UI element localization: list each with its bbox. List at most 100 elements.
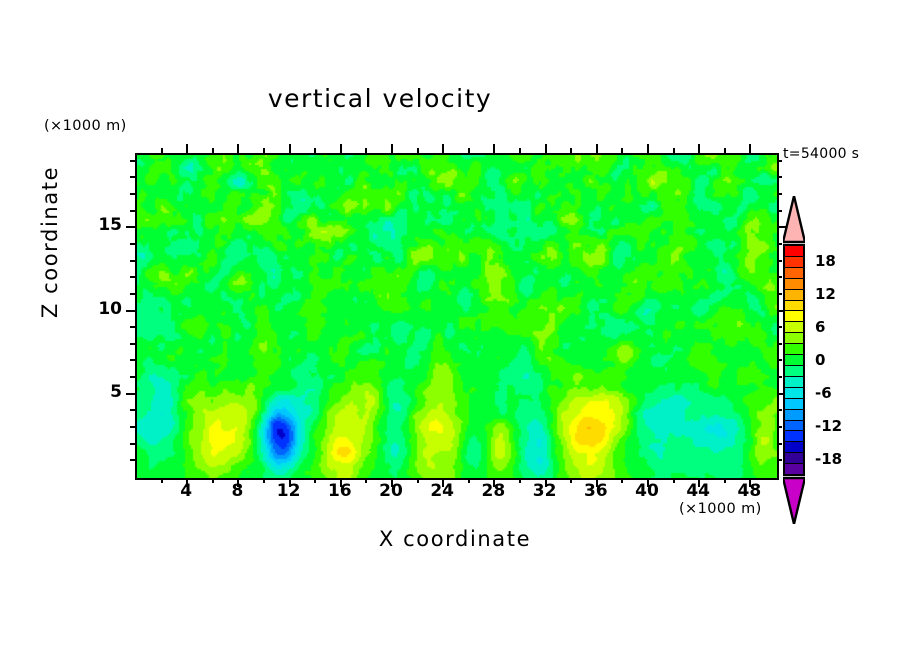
y-tick-label: 15 [98,215,122,236]
x-tick-top [749,144,752,153]
x-tick-label: 24 [430,481,455,501]
x-tick-top [544,144,547,153]
colorbar-band [785,464,803,475]
x-tick-minor [467,478,470,483]
y-tick-minor [130,442,135,445]
y-tick-minor [130,192,135,195]
x-tick-label: 48 [737,481,762,501]
colorbar-tick-label: 12 [815,284,836,303]
x-tick-label: 4 [180,481,193,501]
colorbar-band [785,431,803,443]
x-tick-top [365,148,368,153]
x-tick-top [237,144,240,153]
y-tick-right [777,309,786,312]
x-tick-minor [416,478,419,483]
x-tick-major [186,478,189,487]
x-tick-major [391,478,393,487]
y-axis-title: Z coordinate [38,165,62,319]
y-tick-right [777,359,782,362]
colorbar-tick-label: -6 [815,384,832,403]
y-tick-minor [130,326,135,329]
x-tick-top [186,144,189,153]
x-tick-label: 8 [231,481,244,501]
x-tick-label: 44 [686,481,711,501]
x-tick-label: 36 [583,481,608,501]
y-tick-right [777,392,786,395]
x-tick-top [416,148,419,153]
x-tick-minor [672,478,675,483]
y-tick-minor [130,426,135,429]
x-axis-unit-label: (×1000 m) [679,501,762,517]
x-tick-top [698,144,701,153]
colorbar-band [785,344,803,356]
y-tick-right [777,176,782,179]
x-tick-top [570,148,573,153]
y-tick-right [777,259,782,262]
colorbar-tick-label: 6 [815,317,826,336]
y-tick-label: 10 [98,298,122,319]
y-tick-major [126,309,135,312]
x-tick-top [211,148,214,153]
y-tick-minor [130,459,135,462]
y-tick-minor [130,242,135,245]
x-tick-minor [723,478,726,483]
y-tick-right [777,376,782,379]
x-tick-top [595,144,598,153]
x-tick-major [493,478,496,487]
colorbar-band [785,398,803,410]
colorbar-tick-label: -12 [815,417,843,436]
colorbar-band [785,453,803,465]
x-tick-minor [621,478,624,483]
colorbar-band [785,409,803,421]
timestamp-annotation: t=54000 s [783,146,860,162]
x-tick-minor [160,478,163,483]
colorbar-band [785,376,803,388]
colorbar-band [785,289,803,301]
y-tick-right [777,159,782,162]
colorbar-band [785,355,803,366]
x-tick-top [160,148,163,153]
colorbar-tick-label: 0 [815,351,826,369]
y-tick-minor [130,209,135,212]
y-tick-minor [130,259,135,262]
x-tick-top [442,144,445,153]
y-tick-right [777,192,782,195]
x-tick-major [698,478,701,487]
colorbar-band [785,278,803,290]
x-tick-minor [263,478,265,483]
x-tick-minor [314,478,317,483]
x-tick-top [263,148,265,153]
x-tick-top [723,148,726,153]
colorbar-tick-label: 18 [815,251,836,270]
colorbar-tick-label: -18 [815,450,843,469]
x-tick-major [288,478,291,487]
x-tick-top [672,148,675,153]
y-tick-right [777,426,782,429]
x-tick-top [314,148,317,153]
colorbar-band [785,311,803,323]
x-tick-major [647,478,649,487]
x-tick-major [595,478,598,487]
colorbar-bands [783,244,805,476]
x-tick-label: 12 [276,481,301,501]
y-tick-right [777,459,782,462]
x-tick-top [493,144,496,153]
x-tick-label: 28 [481,481,506,501]
y-tick-right [777,276,782,279]
y-tick-minor [130,292,135,295]
y-tick-right [777,409,782,412]
x-tick-major [749,478,752,487]
y-tick-right [777,442,782,445]
colorbar-band [785,387,803,399]
colorbar-band [785,333,803,345]
y-tick-minor [130,376,135,379]
colorbar-cap-top-icon [781,195,807,244]
y-tick-minor [130,159,135,162]
colorbar-band [785,300,803,312]
y-tick-right [777,342,782,345]
x-tick-top [391,144,393,153]
x-axis-title: X coordinate [378,527,532,551]
x-tick-label: 20 [379,481,403,501]
page-title: vertical velocity [267,84,493,113]
colorbar-band [785,246,803,257]
